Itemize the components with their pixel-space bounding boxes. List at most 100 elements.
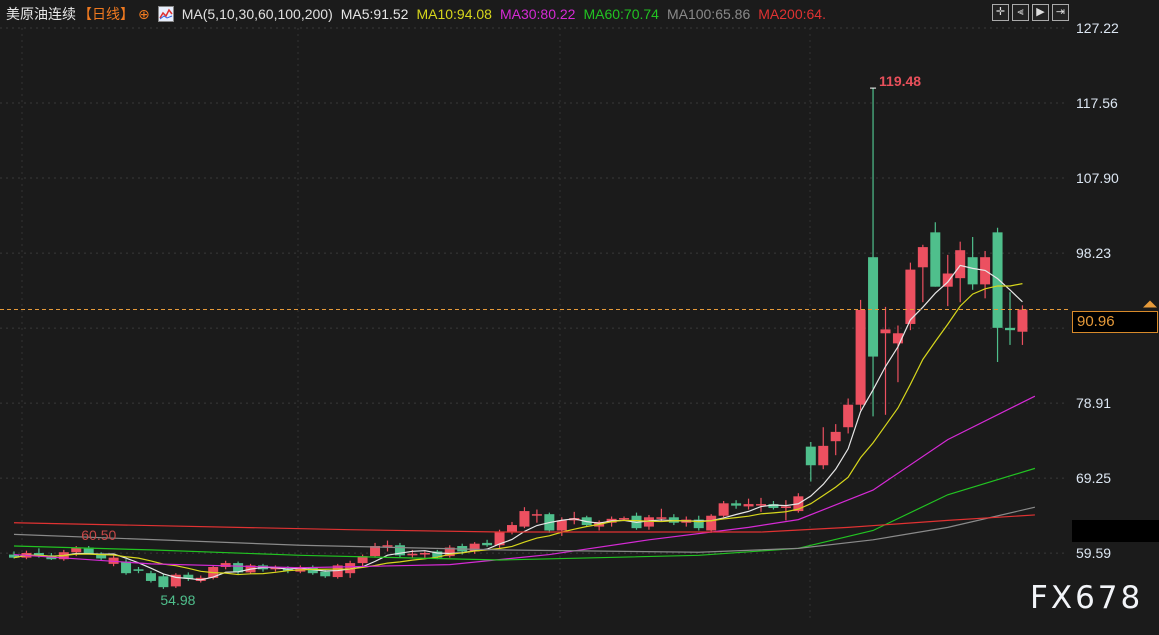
candle-body [892, 333, 903, 344]
candle-body [96, 553, 107, 559]
ma-line-ma100 [13, 506, 1036, 553]
candle-body [295, 566, 306, 572]
candle-body [955, 250, 966, 279]
candle-body [656, 517, 667, 519]
candle-body [121, 561, 132, 574]
ma-group-label[interactable]: MA(5,10,30,60,100,200) [181, 6, 333, 22]
candle-body [345, 563, 356, 574]
candle-body [233, 563, 244, 573]
candle-body [170, 574, 181, 587]
candle-body [768, 504, 779, 508]
candle-body [880, 329, 891, 334]
candle-body [183, 574, 194, 579]
y-tick-label: 127.22 [1076, 20, 1119, 36]
candle-body [444, 547, 455, 557]
ma-line-ma60 [13, 467, 1036, 561]
watermark: FX678 [1030, 580, 1144, 616]
candle-body [320, 571, 331, 577]
candle-body [917, 247, 928, 268]
candle-body [780, 506, 791, 508]
exit-icon[interactable]: ⇥ [1052, 4, 1069, 21]
y-tick-label: 117.56 [1076, 95, 1118, 111]
ma-line-ma30 [13, 395, 1036, 569]
price-annotation: 54.98 [160, 592, 195, 608]
candle-body [519, 511, 530, 527]
y-tick-label: 59.59 [1076, 545, 1111, 561]
candle-body [619, 518, 630, 520]
candle-body [357, 556, 368, 564]
period-label[interactable]: 【日线】 [78, 6, 134, 22]
ma-values: MA5:91.52 MA10:94.08 MA30:80.22 MA60:70.74 M… [341, 6, 834, 22]
add-circle-icon[interactable]: ⊕ [138, 5, 150, 22]
candle-body [133, 569, 144, 571]
candle-body [9, 554, 19, 558]
y-tick-label: 107.90 [1076, 170, 1119, 186]
candle-body [731, 503, 742, 506]
candle-body [818, 445, 829, 466]
candle-body [220, 563, 231, 567]
candle-body [1017, 309, 1028, 332]
hidden-price-label [1072, 520, 1159, 542]
candle-body [270, 567, 281, 570]
candle-body [992, 232, 1003, 328]
candle-body [145, 573, 156, 581]
candle-body [693, 519, 704, 529]
ma-line-ma5 [13, 264, 1023, 581]
ma-value-3: MA60:70.74 [583, 6, 659, 22]
crosshair-icon[interactable]: ✛ [992, 4, 1009, 21]
y-tick-label: 69.25 [1076, 470, 1111, 486]
y-tick-label: 98.23 [1076, 245, 1111, 261]
candle-body [930, 232, 941, 287]
candle-body [482, 542, 493, 546]
candle-body [507, 525, 517, 533]
candle-body [868, 257, 879, 357]
candle-body [643, 517, 654, 527]
ma-value-1: MA10:94.08 [416, 6, 492, 22]
y-tick-label: 78.91 [1076, 395, 1111, 411]
ma-value-0: MA5:91.52 [340, 6, 409, 22]
candle-body [830, 431, 841, 442]
candle-body [805, 446, 816, 466]
price-arrow-icon [1143, 300, 1157, 308]
candle-body [706, 515, 717, 531]
candle-body [556, 520, 567, 531]
candle-body [531, 514, 542, 516]
candle-body [419, 553, 430, 555]
price-annotation: 60.50 [81, 527, 116, 543]
candle-body [432, 551, 443, 558]
candle-body [967, 257, 978, 285]
candle-body [382, 545, 393, 547]
candle-body [332, 565, 343, 578]
symbol-name[interactable]: 美原油连续 [6, 6, 76, 22]
ma-value-5: MA200:64. [758, 6, 826, 22]
candle-body [942, 273, 953, 287]
candle-body [469, 543, 480, 552]
price-annotation: 119.48 [879, 73, 921, 89]
chart-toolbar: ✛ ⫷ ▶ ⇥ [992, 4, 1069, 21]
candle-body [718, 503, 729, 516]
candle-body [855, 309, 866, 405]
candle-body [370, 546, 381, 557]
candle-body [407, 553, 418, 556]
candle-body [843, 404, 854, 428]
candle-body [394, 545, 405, 556]
ma-value-4: MA100:65.86 [666, 6, 751, 22]
candle-body [905, 269, 916, 324]
play-icon[interactable]: ▶ [1032, 4, 1049, 21]
candle-body [743, 504, 754, 507]
ma-line-ma10 [13, 283, 1023, 576]
candle-body [71, 547, 82, 553]
candle-body [83, 547, 94, 554]
candle-body [756, 504, 766, 506]
candle-body [668, 517, 679, 523]
step-back-icon[interactable]: ⫷ [1012, 4, 1029, 21]
indicator-chart-icon[interactable] [157, 6, 174, 22]
chart-header: 美原油连续 【日线】 ⊕ MA(5,10,30,60,100,200) MA5:… [6, 3, 842, 25]
current-price-label: 90.96 [1072, 311, 1158, 333]
ma-value-2: MA30:80.22 [499, 6, 576, 22]
ma-line-ma200 [13, 514, 1035, 533]
candle-body [1005, 327, 1015, 331]
candle-body [494, 532, 505, 546]
candle-body [158, 576, 169, 588]
